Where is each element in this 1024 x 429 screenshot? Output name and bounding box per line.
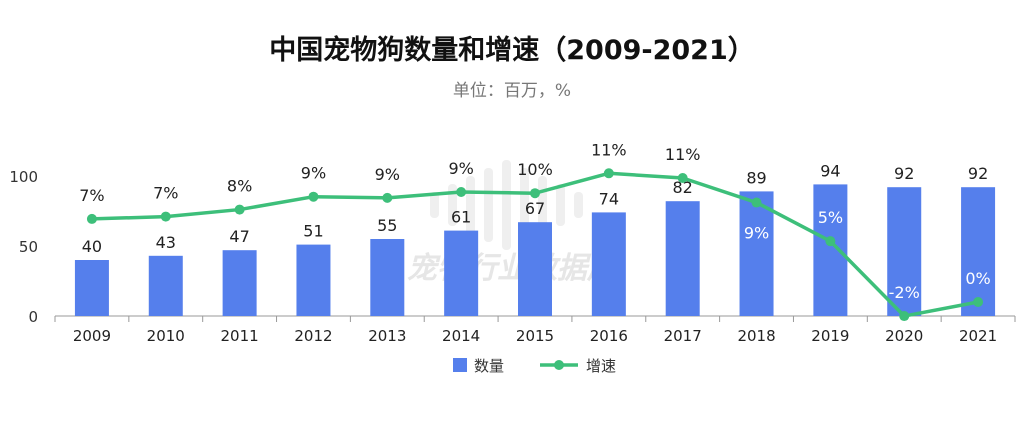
watermark-bar: [574, 192, 583, 218]
growth-label: 9%: [375, 165, 400, 184]
growth-label: 7%: [153, 184, 178, 203]
legend-swatch-point: [554, 360, 564, 370]
bar-label: 89: [746, 168, 766, 187]
bar-label: 67: [525, 199, 545, 218]
bar-label: 92: [894, 164, 914, 183]
growth-label: 9%: [448, 159, 473, 178]
bar: [591, 212, 626, 316]
bar-label: 55: [377, 216, 397, 235]
growth-label: 5%: [818, 208, 843, 227]
growth-point: [530, 188, 540, 199]
x-tick-label: 2011: [221, 327, 259, 345]
x-tick-label: 2015: [516, 327, 554, 345]
watermark: 宠物行业数据库: [407, 251, 622, 286]
bar-label: 43: [156, 233, 176, 252]
growth-point: [308, 191, 319, 202]
x-tick-label: 2021: [959, 327, 997, 345]
bar: [148, 255, 183, 316]
legend-swatch-bar: [453, 358, 467, 372]
bar-label: 82: [673, 178, 693, 197]
bar-label: 94: [820, 161, 840, 180]
y-tick-label: 0: [28, 308, 38, 326]
growth-point: [234, 204, 245, 215]
x-tick-label: 2013: [368, 327, 406, 345]
x-tick-label: 2009: [73, 327, 111, 345]
growth-label: 9%: [301, 164, 326, 183]
x-tick-label: 2012: [294, 327, 332, 345]
growth-point: [825, 236, 836, 247]
bar: [222, 250, 257, 316]
x-tick-label: 2017: [664, 327, 702, 345]
legend-label: 增速: [586, 357, 616, 375]
growth-point: [160, 211, 171, 222]
growth-point: [899, 311, 910, 322]
bar: [370, 239, 405, 316]
bar-label: 40: [82, 237, 102, 256]
growth-label: 11%: [591, 140, 627, 159]
watermark-bar: [502, 160, 511, 250]
x-tick-label: 2019: [811, 327, 849, 345]
growth-label: 11%: [665, 145, 701, 164]
y-tick-label: 50: [19, 238, 38, 256]
watermark-bar: [556, 184, 565, 226]
watermark-bar: [484, 168, 493, 242]
watermark-bar: [430, 192, 439, 218]
chart-subtitle: 单位：百万，%: [452, 81, 572, 101]
growth-label: -2%: [889, 283, 920, 302]
x-tick-label: 2018: [737, 327, 775, 345]
legend-label: 数量: [474, 357, 504, 375]
bar: [444, 230, 479, 316]
growth-point: [456, 187, 467, 198]
bar: [739, 191, 774, 316]
bar: [665, 201, 700, 316]
y-tick-label: 100: [9, 168, 38, 186]
growth-label: 10%: [517, 160, 553, 179]
growth-point: [603, 168, 614, 179]
bar-label: 47: [229, 227, 249, 246]
bar: [518, 222, 552, 316]
bar-label: 61: [451, 208, 471, 227]
bar: [74, 260, 109, 316]
growth-label: 9%: [744, 224, 769, 243]
bar-label: 92: [968, 164, 988, 183]
bar: [961, 187, 996, 316]
x-tick-label: 2010: [147, 327, 185, 345]
growth-point: [677, 172, 688, 183]
bar: [813, 184, 848, 316]
chart-title: 中国宠物狗数量和增速（2009-2021）: [269, 35, 755, 66]
x-tick-label: 2020: [885, 327, 923, 345]
bar: [296, 244, 331, 316]
growth-point: [382, 192, 393, 203]
bar: [887, 187, 922, 316]
growth-label: 0%: [965, 269, 990, 288]
x-tick-label: 2014: [442, 327, 480, 345]
growth-label: 8%: [227, 177, 252, 196]
growth-point: [751, 197, 762, 208]
growth-label: 7%: [79, 186, 104, 205]
growth-point: [86, 213, 97, 224]
bar-label: 74: [599, 189, 619, 208]
bar-label: 51: [303, 222, 323, 241]
x-tick-label: 2016: [590, 327, 628, 345]
growth-point: [973, 297, 984, 307]
